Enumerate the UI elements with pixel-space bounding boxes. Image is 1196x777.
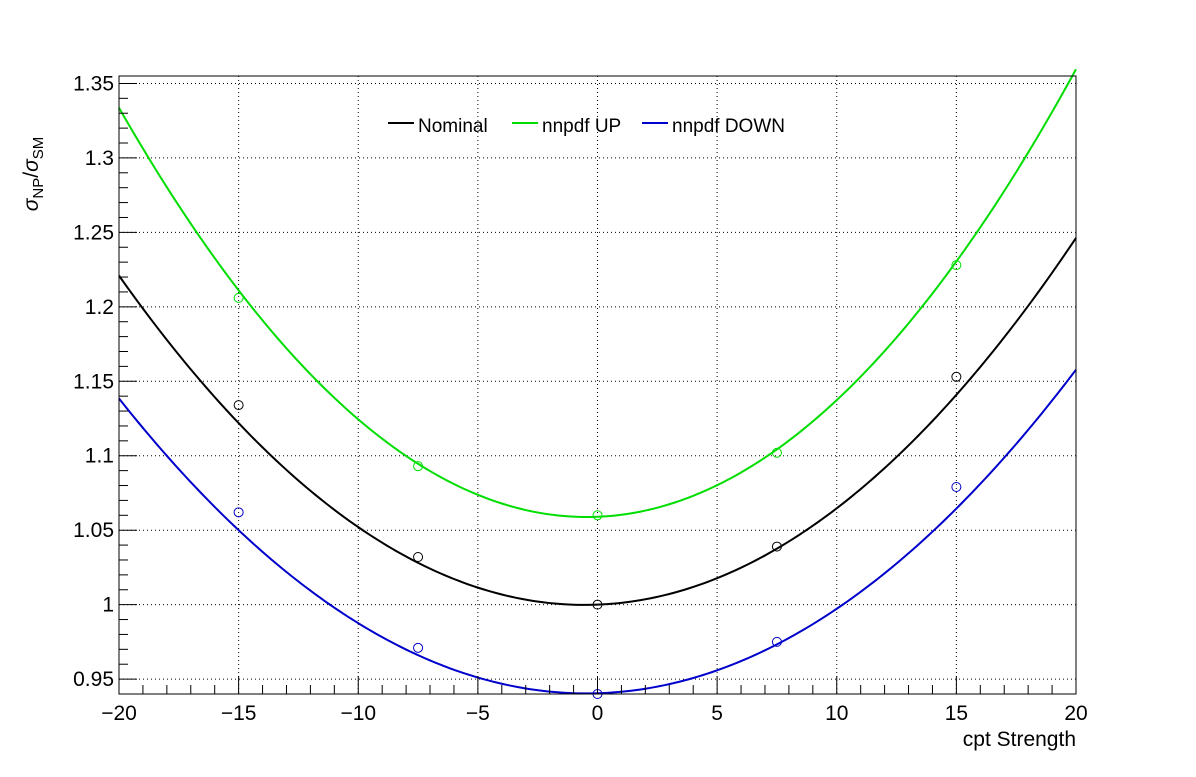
y-tick-label: 1.3 (85, 147, 114, 170)
x-axis-title: cpt Strength (963, 728, 1076, 751)
x-tick-label: −15 (221, 702, 257, 725)
series-0-point (413, 551, 424, 562)
y-tick-label: 1.05 (73, 519, 114, 542)
series-line-0 (118, 237, 1077, 606)
y-axis-title-sub-np: NP (30, 178, 47, 199)
series-2-point (951, 482, 962, 493)
series-1-point (771, 447, 782, 458)
x-tick-label: −20 (101, 702, 137, 725)
x-tick-label: 15 (945, 702, 968, 725)
y-axis-title-slash: / (20, 172, 43, 178)
series-2-point (413, 642, 424, 653)
series-2-point (771, 636, 782, 647)
series-1-point (951, 260, 962, 271)
legend-label-0: Nominal (418, 116, 488, 137)
y-axis-title-symbol-2: σ (20, 158, 43, 172)
x-tick-label: −5 (466, 702, 490, 725)
y-tick-label: 1.1 (85, 445, 114, 468)
x-tick-label: 20 (1064, 702, 1087, 725)
y-axis-title-symbol: σ (20, 197, 43, 211)
x-tick-label: 5 (711, 702, 723, 725)
y-tick-label: 1.25 (73, 221, 114, 244)
grid-layer (118, 76, 1077, 694)
x-tick-label: 10 (825, 702, 848, 725)
label-layer: −20 −15 −10 −5 0 5 10 15 20 0.95 1 1.05 1.1 1.15 1.2 1.… (73, 72, 1088, 725)
y-tick-label: 1.35 (73, 72, 114, 95)
legend-label-1: nnpdf UP (542, 116, 621, 137)
y-axis-title-sub-sm: SM (30, 137, 47, 160)
legend: Nominal nnpdf UP nnpdf DOWN (388, 116, 785, 137)
series-0-point (592, 599, 603, 610)
y-tick-label: 1 (102, 594, 114, 617)
y-tick-label: 1.2 (85, 296, 114, 319)
x-tick-label: 0 (592, 702, 604, 725)
series-0-point (771, 541, 782, 552)
y-tick-label: 0.95 (73, 668, 114, 691)
series-2-point (233, 507, 244, 518)
legend-label-2: nnpdf DOWN (672, 116, 785, 137)
series-1-point (413, 461, 424, 472)
series-0-point (951, 371, 962, 382)
series-1-point (233, 292, 244, 303)
series-0-point (233, 400, 244, 411)
y-tick-label: 1.15 (73, 370, 114, 393)
tick-layer (118, 82, 1077, 695)
y-axis-title: σNP/σSM (20, 137, 47, 212)
series-line-1 (118, 68, 1077, 519)
series-1-point (592, 510, 603, 521)
x-tick-label: −10 (340, 702, 376, 725)
